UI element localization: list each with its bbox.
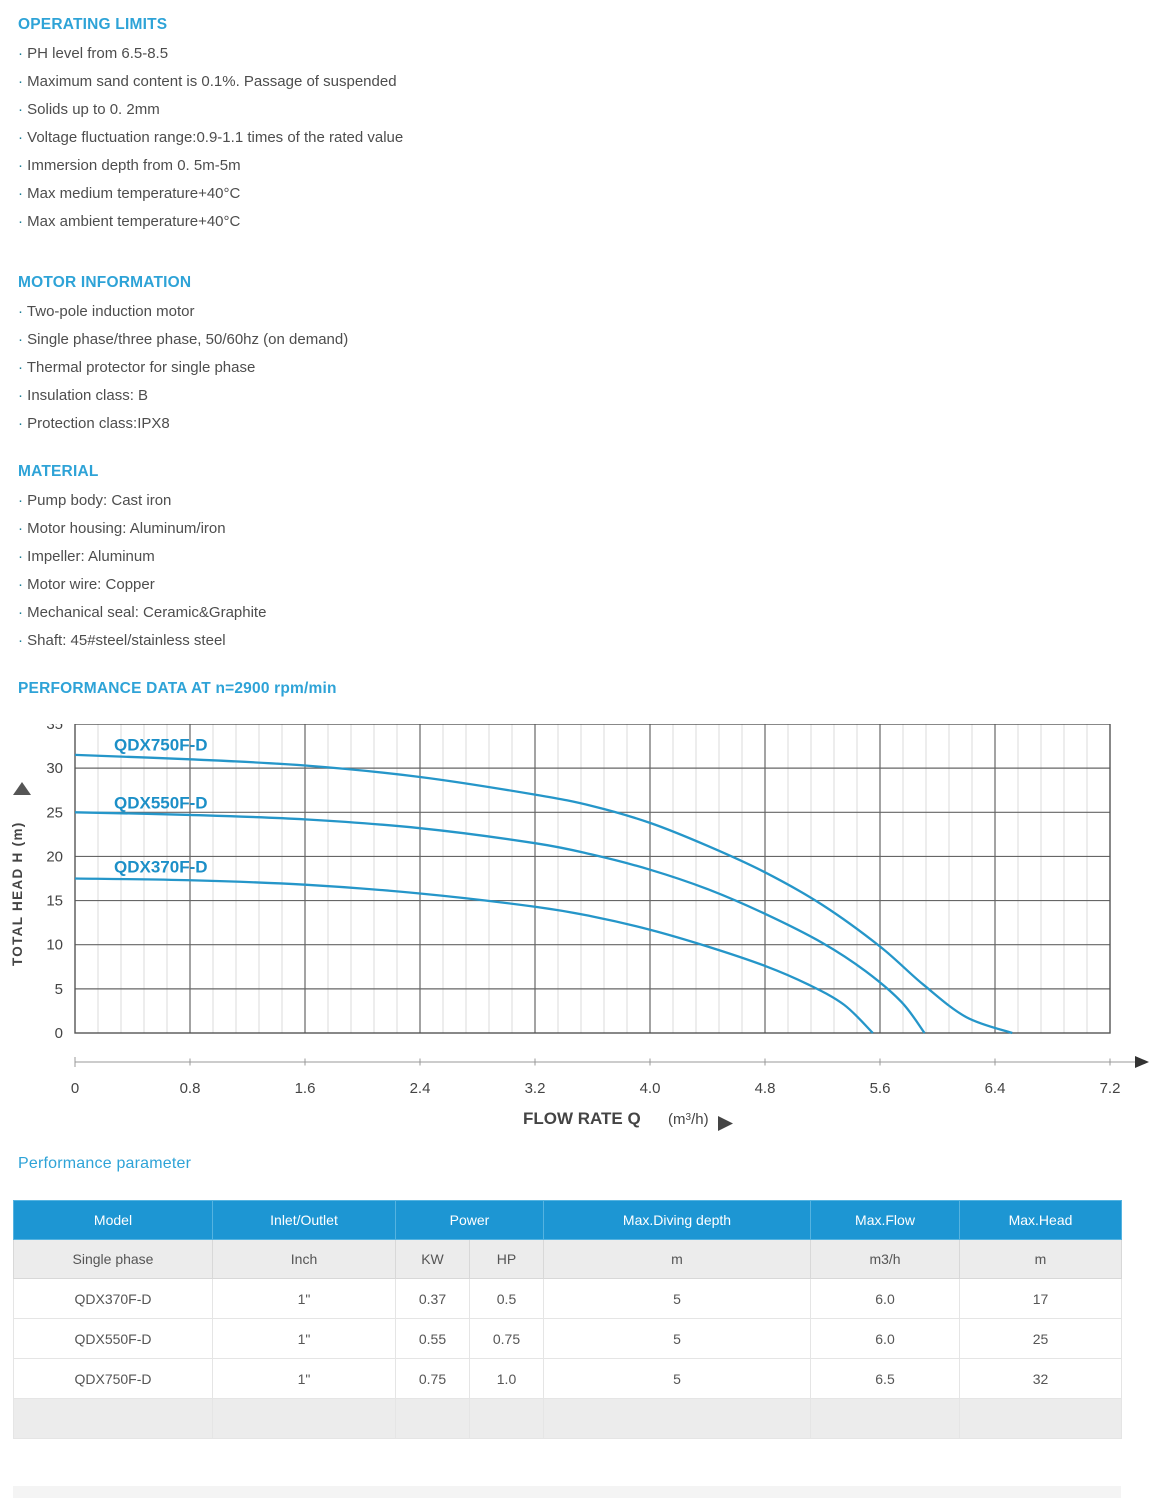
- svg-text:4.8: 4.8: [755, 1080, 776, 1097]
- svg-text:30: 30: [46, 760, 63, 777]
- svg-text:5.6: 5.6: [870, 1080, 891, 1097]
- svg-text:QDX370F-D: QDX370F-D: [114, 858, 208, 877]
- svg-text:15: 15: [46, 893, 63, 910]
- svg-text:1.6: 1.6: [295, 1080, 316, 1097]
- svg-text:2.4: 2.4: [410, 1080, 431, 1097]
- svg-text:0: 0: [55, 1025, 63, 1042]
- svg-text:QDX550F-D: QDX550F-D: [114, 794, 208, 813]
- svg-text:3.2: 3.2: [525, 1080, 546, 1097]
- svg-text:25: 25: [46, 804, 63, 821]
- svg-text:6.4: 6.4: [985, 1080, 1006, 1097]
- svg-text:35: 35: [46, 724, 63, 733]
- svg-text:QDX750F-D: QDX750F-D: [114, 736, 208, 755]
- svg-text:5: 5: [55, 981, 63, 998]
- svg-text:20: 20: [46, 848, 63, 865]
- svg-text:0.8: 0.8: [180, 1080, 201, 1097]
- svg-text:10: 10: [46, 937, 63, 954]
- svg-text:0: 0: [71, 1080, 79, 1097]
- svg-text:(m3/h): (m3/h): [668, 1111, 709, 1128]
- svg-text:7.2: 7.2: [1100, 1080, 1121, 1097]
- svg-text:4.0: 4.0: [640, 1080, 661, 1097]
- svg-text:FLOW RATE Q: FLOW RATE Q: [523, 1109, 641, 1128]
